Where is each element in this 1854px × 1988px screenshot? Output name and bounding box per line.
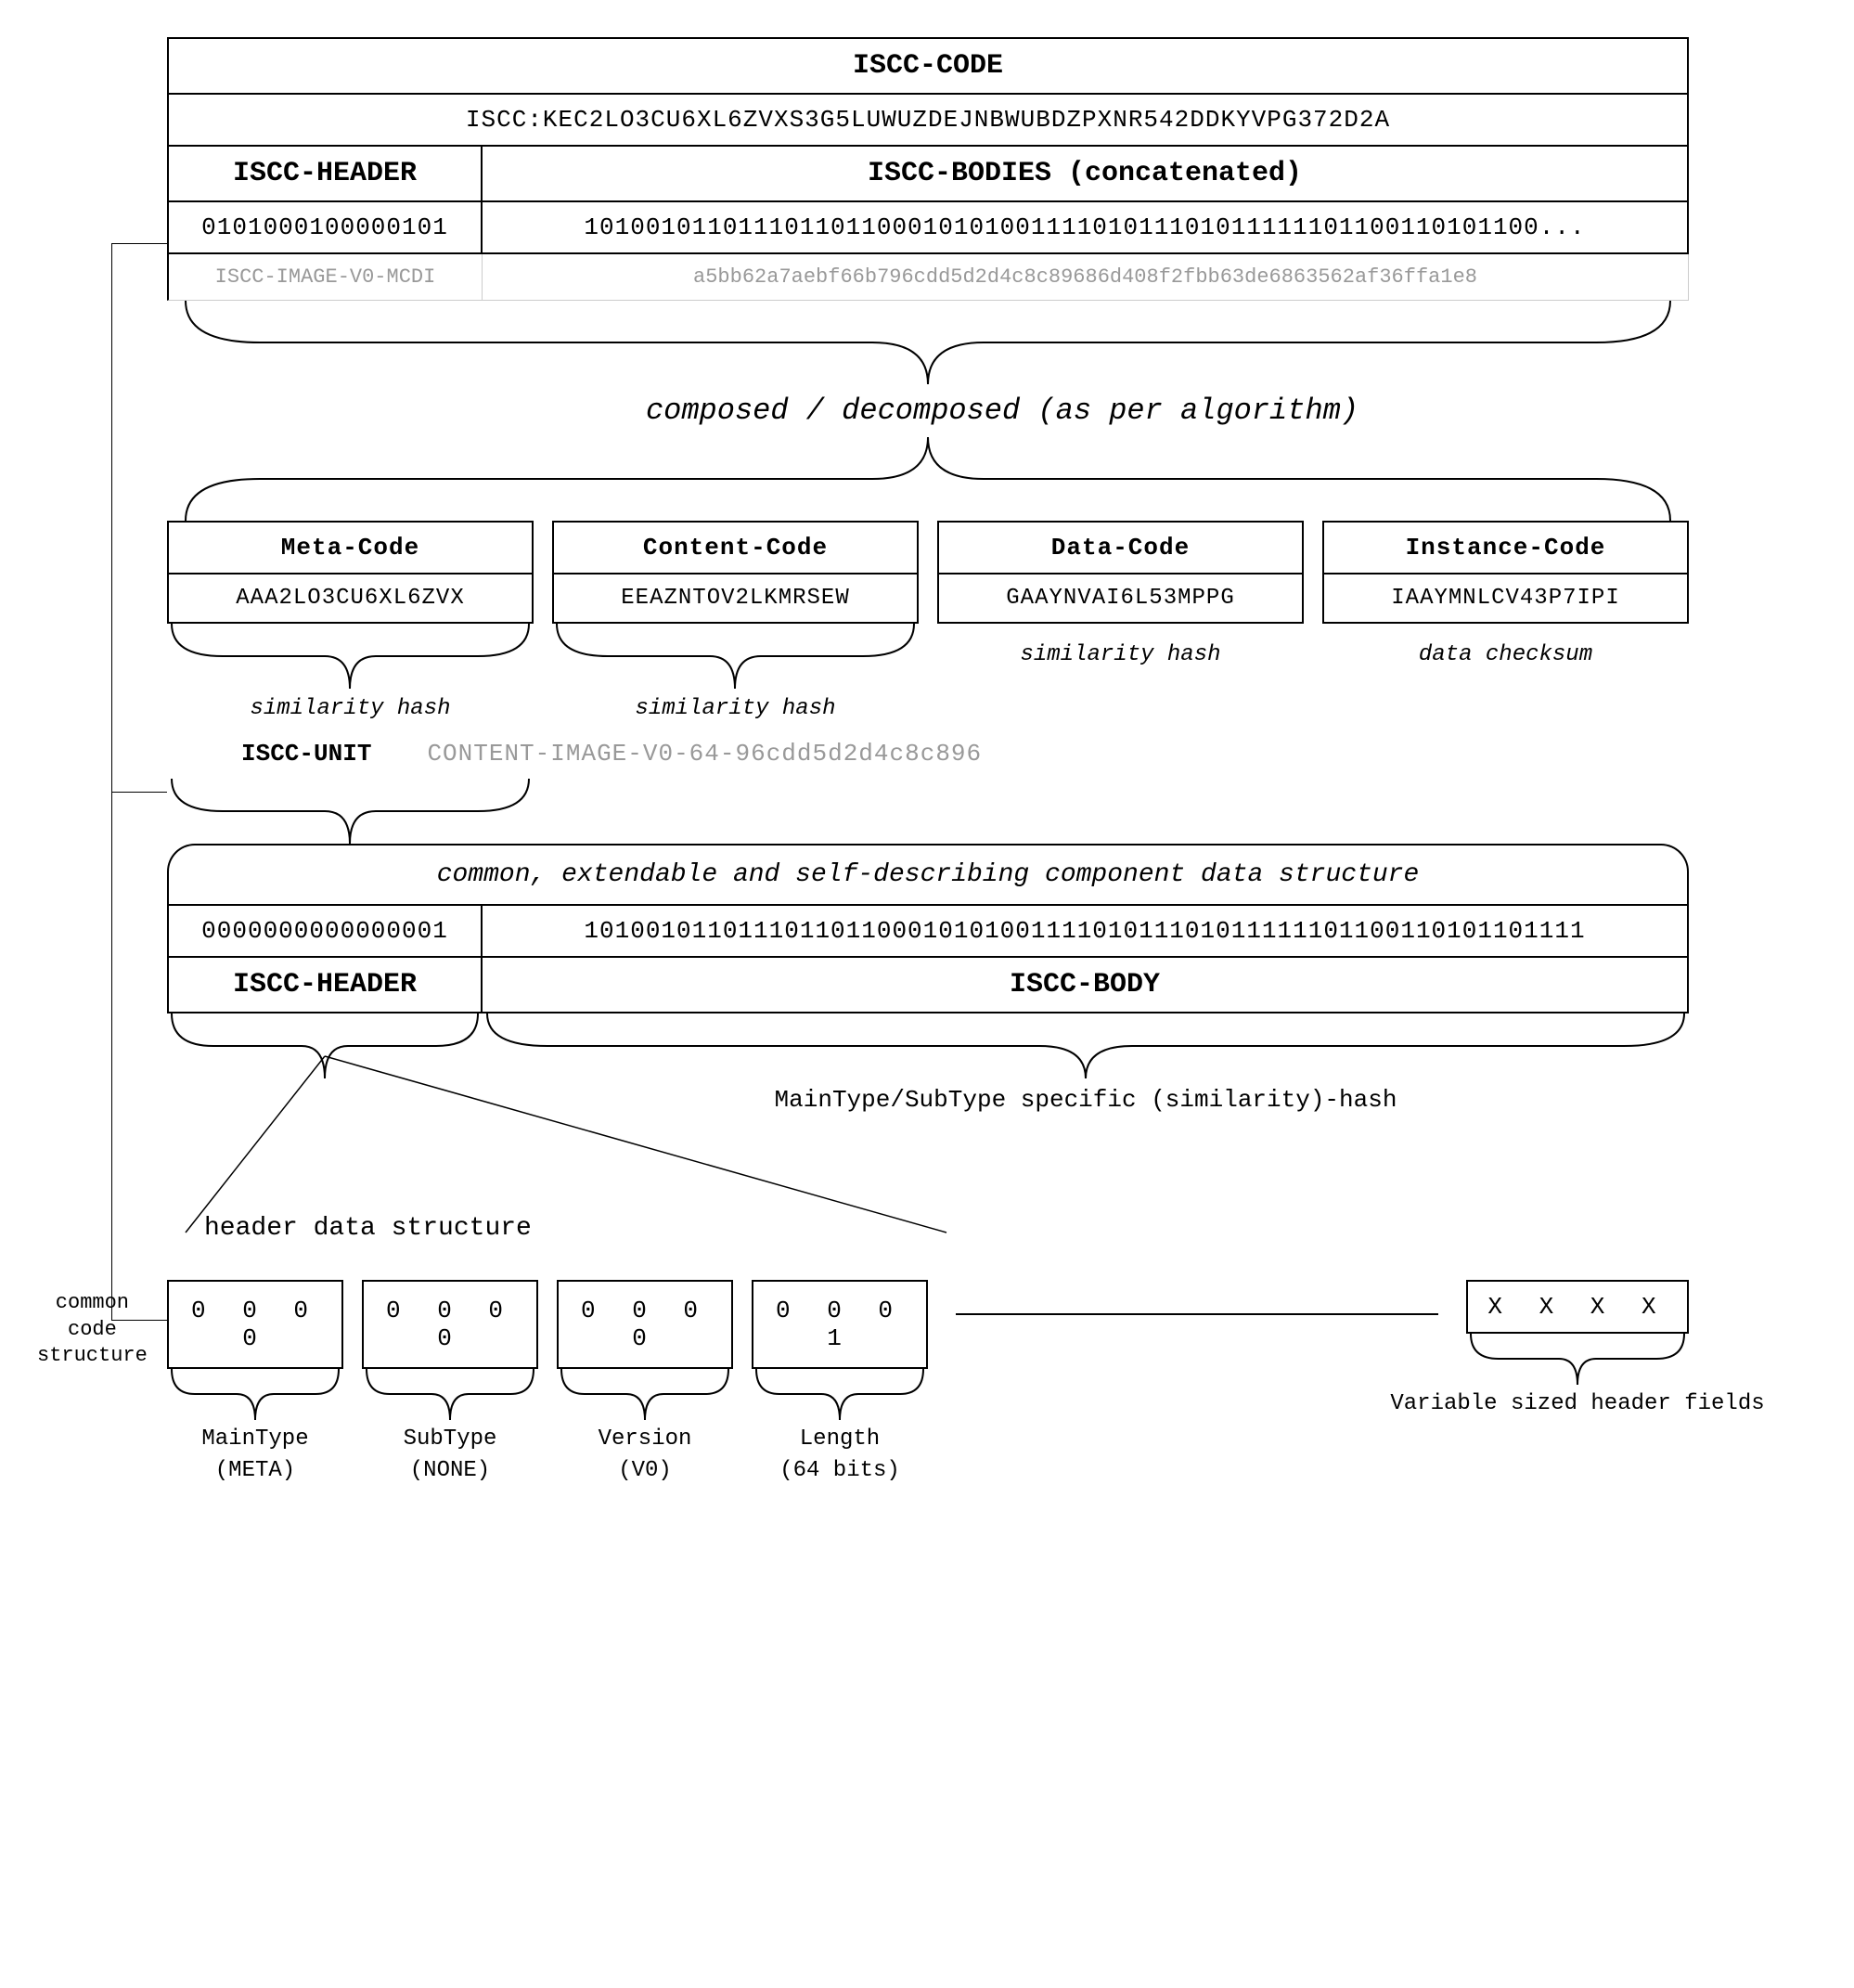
brace-compose-down — [167, 301, 1689, 384]
unit-brace-container — [167, 779, 534, 844]
nibble-subtype-sub: (NONE) — [410, 1458, 490, 1483]
component-braces-row: MainType/SubType specific (similarity)-h… — [167, 1013, 1689, 1121]
component-header-brace — [167, 1013, 483, 1078]
instance-code-value: IAAYMNLCV43P7IPI — [1322, 573, 1689, 624]
data-code-value: GAAYNVAI6L53MPPG — [937, 573, 1304, 624]
iscc-code-uri: ISCC:KEC2LO3CU6XL6ZVXS3G5LUWUZDEJNBWUBDZ… — [167, 95, 1689, 147]
side-label: common code structure — [37, 1290, 148, 1370]
nibble-maintype-sub: (META) — [215, 1458, 295, 1483]
content-code-note: similarity hash — [552, 689, 919, 729]
side-connector-top — [111, 243, 167, 244]
nibble-maintype-brace — [167, 1369, 343, 1420]
meta-code-title: Meta-Code — [167, 521, 534, 573]
nibble-length-label: Length — [800, 1426, 880, 1452]
variable-field-connector — [956, 1313, 1438, 1315]
variable-field-brace — [1466, 1334, 1689, 1385]
nibble-maintype: 0 0 0 0 MainType (META) — [167, 1280, 343, 1486]
iscc-structure-diagram: common code structure ISCC-CODE ISCC:KEC… — [167, 37, 1837, 1486]
nibble-length-sub: (64 bits) — [779, 1458, 900, 1483]
zoom-lines — [167, 1121, 1689, 1214]
iscc-header-title: ISCC-HEADER — [167, 147, 483, 202]
unit-brace-down — [167, 779, 534, 844]
nibble-version-label: Version — [599, 1426, 692, 1452]
nibble-length: 0 0 0 1 Length (64 bits) — [752, 1280, 928, 1486]
nibble-length-brace — [752, 1369, 928, 1420]
instance-code-block: Instance-Code IAAYMNLCV43P7IPI data chec… — [1322, 521, 1689, 729]
component-desc: common, extendable and self-describing c… — [167, 844, 1689, 904]
content-code-brace — [552, 624, 919, 689]
component-body-bits: 1010010110111011011000101010011110101110… — [483, 904, 1689, 958]
nibble-length-bits: 0 0 0 1 — [752, 1280, 928, 1369]
iscc-unit-label: ISCC-UNIT — [241, 740, 371, 768]
data-code-title: Data-Code — [937, 521, 1304, 573]
iscc-bodies-title: ISCC-BODIES (concatenated) — [483, 147, 1689, 202]
component-body-title: ISCC-BODY — [483, 958, 1689, 1013]
content-code-title: Content-Code — [552, 521, 919, 573]
nibble-subtype-label: SubType — [404, 1426, 497, 1452]
data-code-block: Data-Code GAAYNVAI6L53MPPG similarity ha… — [937, 521, 1304, 729]
side-connector-mid — [111, 792, 167, 793]
content-code-block: Content-Code EEAZNTOV2LKMRSEW similarity… — [552, 521, 919, 729]
component-body-brace — [483, 1013, 1689, 1078]
content-code-value: EEAZNTOV2LKMRSEW — [552, 573, 919, 624]
meta-code-block: Meta-Code AAA2LO3CU6XL6ZVX similarity ha… — [167, 521, 534, 729]
nibbles-row: 0 0 0 0 MainType (META) 0 0 0 0 SubType (N… — [167, 1280, 928, 1486]
nibble-version: 0 0 0 0 Version (V0) — [557, 1280, 733, 1486]
iscc-body-hex: a5bb62a7aebf66b796cdd5d2d4c8c89686d408f2… — [483, 254, 1689, 301]
component-header-bits: 0000000000000001 — [167, 904, 483, 958]
variable-field-label: Variable sized header fields — [1373, 1388, 1782, 1420]
header-structure-title: header data structure — [204, 1214, 1837, 1243]
meta-code-value: AAA2LO3CU6XL6ZVX — [167, 573, 534, 624]
nibble-maintype-label: MainType — [201, 1426, 308, 1452]
component-header-title: ISCC-HEADER — [167, 958, 483, 1013]
nibble-subtype-bits: 0 0 0 0 — [362, 1280, 538, 1369]
instance-code-note: data checksum — [1322, 635, 1689, 675]
nibble-version-brace — [557, 1369, 733, 1420]
meta-code-note: similarity hash — [167, 689, 534, 729]
side-connector-vline — [111, 243, 112, 1320]
nibble-version-sub: (V0) — [618, 1458, 672, 1483]
header-structure-block: header data structure 0 0 0 0 MainType (M… — [167, 1214, 1837, 1486]
iscc-code-title: ISCC-CODE — [167, 37, 1689, 95]
nibble-subtype-brace — [362, 1369, 538, 1420]
component-block: common, extendable and self-describing c… — [167, 844, 1689, 1013]
nibble-maintype-bits: 0 0 0 0 — [167, 1280, 343, 1369]
iscc-unit-decoded: CONTENT-IMAGE-V0-64-96cdd5d2d4c8c896 — [427, 740, 982, 768]
nibble-subtype: 0 0 0 0 SubType (NONE) — [362, 1280, 538, 1486]
meta-code-brace — [167, 624, 534, 689]
iscc-header-decoded: ISCC-IMAGE-V0-MCDI — [167, 254, 483, 301]
iscc-unit-row: ISCC-UNIT CONTENT-IMAGE-V0-64-96cdd5d2d4… — [241, 740, 1837, 768]
nibble-version-bits: 0 0 0 0 — [557, 1280, 733, 1369]
codes-row: Meta-Code AAA2LO3CU6XL6ZVX similarity ha… — [167, 521, 1689, 729]
instance-code-title: Instance-Code — [1322, 521, 1689, 573]
iscc-body-bits: 1010010110111011011000101010011110101110… — [483, 202, 1689, 254]
iscc-header-bits: 0101000100000101 — [167, 202, 483, 254]
data-code-note: similarity hash — [937, 635, 1304, 675]
brace-compose-up — [167, 437, 1689, 521]
component-body-note: MainType/SubType specific (similarity)-h… — [483, 1086, 1689, 1114]
variable-field-bits: X X X X — [1466, 1280, 1689, 1334]
compose-caption: composed / decomposed (as per algorithm) — [167, 394, 1837, 428]
variable-field-block: X X X X Variable sized header fields — [1466, 1280, 1689, 1420]
iscc-code-block: ISCC-CODE ISCC:KEC2LO3CU6XL6ZVXS3G5LUWUZ… — [167, 37, 1689, 301]
